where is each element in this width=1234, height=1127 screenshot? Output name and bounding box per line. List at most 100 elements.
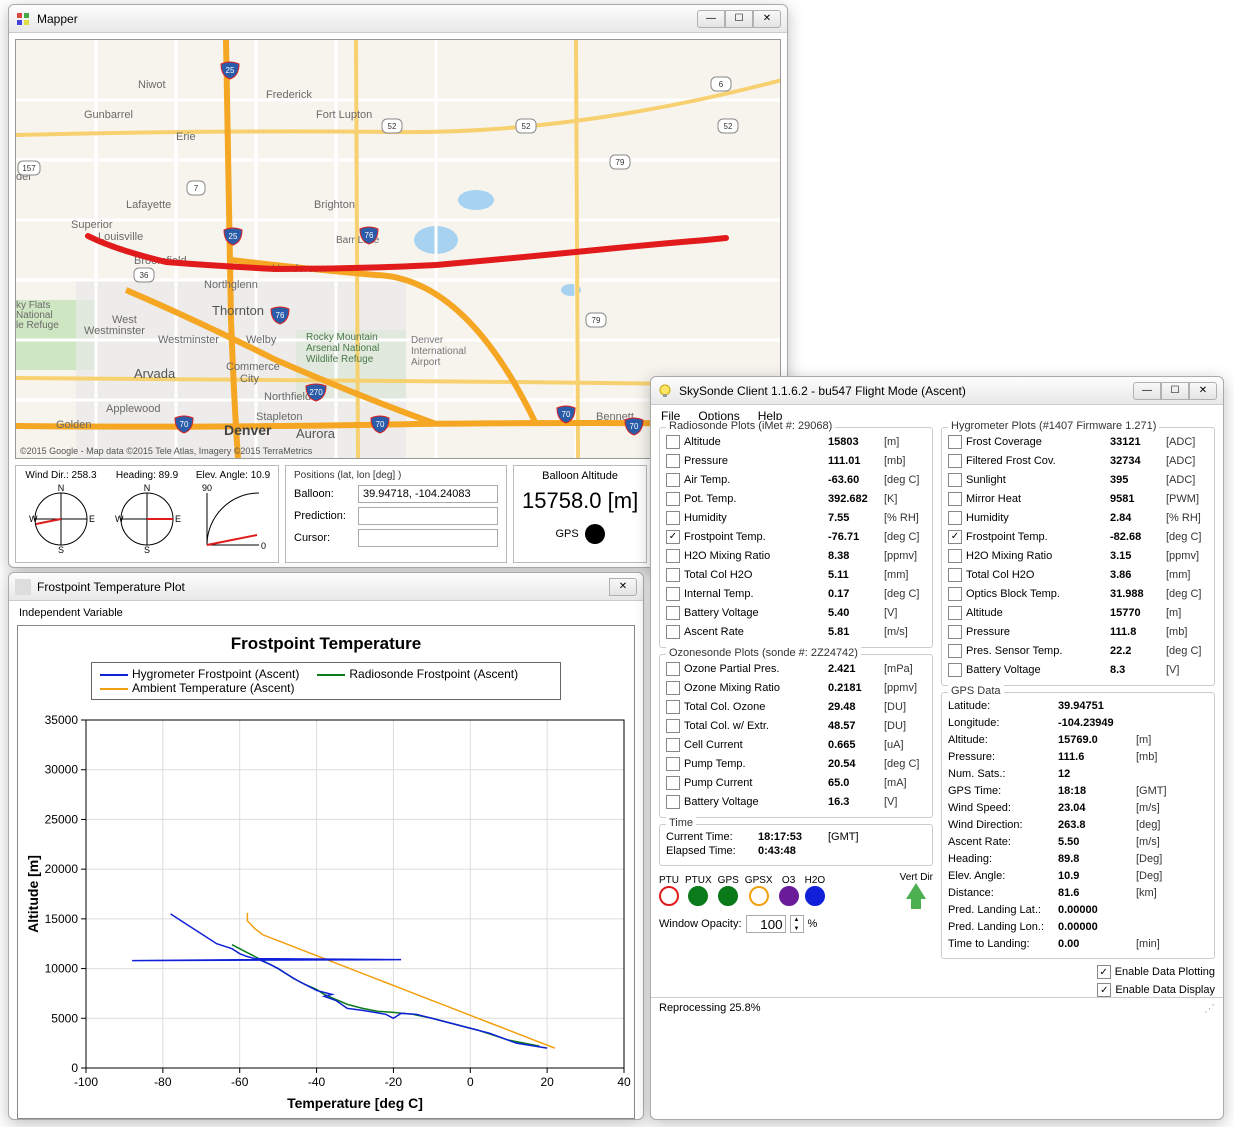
plot-checkbox[interactable]: [948, 492, 962, 506]
indicator-gpsx: GPSX: [745, 875, 773, 906]
data-row: Pressure111.01[mb]: [666, 451, 926, 470]
plot-checkbox[interactable]: [666, 587, 680, 601]
data-row: Ozone Partial Pres.2.421[mPa]: [666, 659, 926, 678]
enable-display-checkbox[interactable]: ✓: [1097, 983, 1111, 997]
prediction-pos-input[interactable]: [358, 507, 498, 525]
opacity-input[interactable]: [746, 915, 786, 933]
status-text: Reprocessing 25.8%: [659, 1002, 761, 1015]
svg-text:-60: -60: [231, 1075, 249, 1089]
dials-group: Wind Dir.: 258.3 NSWE Heading: 89.9 NSWE…: [15, 465, 279, 563]
svg-text:Commerce: Commerce: [226, 361, 280, 373]
svg-text:76: 76: [365, 231, 374, 240]
data-row: Pot. Temp.392.682[K]: [666, 489, 926, 508]
plot-checkbox[interactable]: [948, 587, 962, 601]
plot-checkbox[interactable]: [948, 663, 962, 677]
plot-checkbox[interactable]: [666, 549, 680, 563]
plot-checkbox[interactable]: [666, 454, 680, 468]
plot-checkbox[interactable]: [666, 568, 680, 582]
plot-checkbox[interactable]: [666, 492, 680, 506]
plot-checkbox[interactable]: [666, 700, 680, 714]
balloon-pos-input[interactable]: [358, 485, 498, 503]
mapper-titlebar[interactable]: Mapper — ☐ ✕: [9, 5, 787, 33]
plot-checkbox[interactable]: [666, 738, 680, 752]
svg-text:N: N: [58, 483, 65, 493]
data-row: Internal Temp.0.17[deg C]: [666, 584, 926, 603]
svg-text:5000: 5000: [51, 1011, 78, 1025]
svg-text:35000: 35000: [45, 714, 79, 727]
plot-chart: Frostpoint Temperature Hygrometer Frostp…: [17, 625, 635, 1119]
up-arrow-icon: [900, 883, 933, 909]
altitude-group: Balloon Altitude 15758.0 [m] GPS: [513, 465, 647, 563]
plot-checkbox[interactable]: ✓: [666, 530, 680, 544]
client-maximize-button[interactable]: ☐: [1161, 382, 1189, 400]
svg-text:W: W: [115, 514, 124, 524]
plot-close-button[interactable]: ✕: [609, 578, 637, 596]
plot-checkbox[interactable]: [666, 511, 680, 525]
opacity-stepper[interactable]: ▲▼: [790, 915, 804, 933]
plot-checkbox[interactable]: [948, 568, 962, 582]
client-window: SkySonde Client 1.1.6.2 - bu547 Flight M…: [650, 376, 1224, 1120]
svg-text:Lafayette: Lafayette: [126, 199, 171, 211]
svg-text:52: 52: [724, 122, 733, 131]
heading-dial: Heading: 89.9 NSWE: [106, 470, 188, 558]
gps-row: Ascent Rate:5.50[m/s]: [948, 833, 1208, 850]
resize-grip-icon[interactable]: ⋰: [1204, 1002, 1215, 1015]
plot-checkbox[interactable]: [666, 606, 680, 620]
plot-checkbox[interactable]: [666, 776, 680, 790]
plot-checkbox[interactable]: [666, 625, 680, 639]
plot-checkbox[interactable]: [948, 644, 962, 658]
plot-checkbox[interactable]: [948, 606, 962, 620]
independent-variable-menu[interactable]: Independent Variable: [19, 607, 123, 619]
plot-checkbox[interactable]: [948, 454, 962, 468]
minimize-button[interactable]: —: [697, 10, 725, 28]
svg-text:36: 36: [140, 271, 149, 280]
data-row: Sunlight395[ADC]: [948, 470, 1208, 489]
gps-row: Elev. Angle:10.9[Deg]: [948, 867, 1208, 884]
data-row: Optics Block Temp.31.988[deg C]: [948, 584, 1208, 603]
mapper-title: Mapper: [37, 12, 697, 26]
gps-row: Longitude:-104.23949: [948, 714, 1208, 731]
plot-checkbox[interactable]: [666, 681, 680, 695]
plot-title-text: Frostpoint Temperature Plot: [37, 580, 609, 594]
client-titlebar[interactable]: SkySonde Client 1.1.6.2 - bu547 Flight M…: [651, 377, 1223, 405]
indicator-gps: GPS: [718, 875, 739, 906]
gps-row: Pred. Landing Lat.:0.00000: [948, 901, 1208, 918]
plot-checkbox[interactable]: [666, 757, 680, 771]
svg-text:Aurora: Aurora: [296, 426, 336, 441]
bulb-icon: [657, 383, 673, 399]
elev-dial: Elev. Angle: 10.9 900: [192, 470, 274, 558]
plot-checkbox[interactable]: [948, 625, 962, 639]
svg-text:Rocky Mountain: Rocky Mountain: [306, 332, 378, 343]
enable-plotting-checkbox[interactable]: ✓: [1097, 965, 1111, 979]
plot-checkbox[interactable]: [666, 473, 680, 487]
data-row: Altitude15770[m]: [948, 603, 1208, 622]
svg-text:N: N: [144, 483, 151, 493]
client-close-button[interactable]: ✕: [1189, 382, 1217, 400]
plot-checkbox[interactable]: ✓: [948, 530, 962, 544]
svg-text:270: 270: [309, 388, 323, 397]
data-row: Air Temp.-63.60[deg C]: [666, 470, 926, 489]
plot-checkbox[interactable]: [666, 795, 680, 809]
data-row: Frost Coverage33121[ADC]: [948, 432, 1208, 451]
plot-checkbox[interactable]: [948, 511, 962, 525]
plot-checkbox[interactable]: [666, 662, 680, 676]
svg-text:Altitude [m]: Altitude [m]: [25, 855, 41, 933]
svg-text:157: 157: [22, 164, 36, 173]
svg-text:52: 52: [522, 122, 531, 131]
plot-checkbox[interactable]: [948, 473, 962, 487]
gps-row: Time to Landing:0.00[min]: [948, 935, 1208, 952]
maximize-button[interactable]: ☐: [725, 10, 753, 28]
plot-titlebar[interactable]: Frostpoint Temperature Plot ✕: [9, 573, 643, 601]
data-row: Pump Current65.0[mA]: [666, 773, 926, 792]
indicator-icon: [805, 886, 825, 906]
plot-checkbox[interactable]: [948, 549, 962, 563]
plot-checkbox[interactable]: [948, 435, 962, 449]
svg-text:Denver: Denver: [411, 335, 444, 346]
positions-group: Positions (lat, lon [deg] ) Balloon: Pre…: [285, 465, 507, 563]
plot-checkbox[interactable]: [666, 435, 680, 449]
cursor-pos-input[interactable]: [358, 529, 498, 547]
close-button[interactable]: ✕: [753, 10, 781, 28]
plot-checkbox[interactable]: [666, 719, 680, 733]
client-minimize-button[interactable]: —: [1133, 382, 1161, 400]
data-row: Filtered Frost Cov.32734[ADC]: [948, 451, 1208, 470]
